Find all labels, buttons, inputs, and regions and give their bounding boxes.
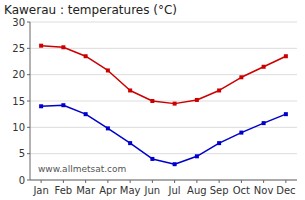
series-marker — [217, 88, 221, 92]
y-tick-label: 25 — [12, 43, 25, 54]
series-marker — [106, 68, 110, 72]
grid-line — [30, 48, 297, 49]
series-marker — [84, 54, 88, 58]
series-marker — [84, 112, 88, 116]
x-tick-label: Jun — [144, 185, 161, 196]
x-tick — [174, 180, 175, 183]
x-tick-label: Aug — [187, 185, 207, 196]
series-marker — [284, 112, 288, 116]
series-marker — [150, 157, 154, 161]
y-tick-label: 20 — [12, 69, 25, 80]
series-marker — [217, 141, 221, 145]
x-tick — [241, 180, 242, 183]
series-marker — [239, 131, 243, 135]
grid-line — [30, 180, 297, 181]
series-marker — [195, 98, 199, 102]
series-marker — [150, 99, 154, 103]
grid-line — [30, 74, 297, 75]
series-marker — [61, 45, 65, 49]
x-tick-label: Nov — [254, 185, 274, 196]
x-tick — [152, 180, 153, 183]
x-tick-label: May — [120, 185, 141, 196]
series-marker — [61, 103, 65, 107]
y-tick-label: 0 — [19, 175, 25, 186]
grid-line — [30, 101, 297, 102]
series-marker — [106, 126, 110, 130]
series-marker — [173, 102, 177, 106]
series-line — [41, 46, 286, 104]
chart-container: Kawerau : temperatures (°C) 0 5 10 15 20 25 30 J… — [0, 0, 305, 200]
series-marker — [173, 162, 177, 166]
x-tick — [41, 180, 42, 183]
x-tick — [63, 180, 64, 183]
series-marker — [284, 54, 288, 58]
x-axis-line — [30, 180, 297, 181]
x-tick — [263, 180, 264, 183]
x-tick-label: Mar — [76, 185, 96, 196]
x-tick-label: Apr — [99, 185, 117, 196]
series-marker — [128, 141, 132, 145]
axes: 0 5 10 15 20 25 30 Jan FebMarAprMayJun Jul AugSep O… — [12, 17, 297, 197]
x-tick — [130, 180, 131, 183]
grid-line — [30, 153, 297, 154]
y-tick-label: 5 — [19, 148, 25, 159]
chart-svg: Kawerau : temperatures (°C) 0 5 10 15 20 25 30 J… — [0, 0, 305, 200]
x-tick-label: Jan — [32, 185, 48, 196]
series-marker — [195, 154, 199, 158]
x-tick-label: Dec — [276, 185, 295, 196]
series-marker — [262, 65, 266, 69]
grid-line — [30, 127, 297, 128]
grid — [30, 22, 297, 180]
series-line — [41, 105, 286, 164]
series-marker — [128, 88, 132, 92]
plot-area — [39, 44, 288, 167]
title: Kawerau : temperatures (°C) — [4, 3, 177, 17]
x-tick — [107, 180, 108, 183]
y-tick-label: 10 — [12, 122, 25, 133]
y-tick-label: 15 — [12, 96, 25, 107]
x-tick-label: Jul — [168, 185, 181, 196]
x-tick — [219, 180, 220, 183]
watermark: www.allmetsat.com — [38, 164, 126, 174]
x-tick — [285, 180, 286, 183]
grid-line — [30, 22, 297, 23]
x-tick — [196, 180, 197, 183]
x-tick-label: Sep — [210, 185, 229, 196]
y-tick-label: 30 — [12, 17, 25, 28]
series-marker — [239, 75, 243, 79]
series-marker — [262, 121, 266, 125]
x-tick — [85, 180, 86, 183]
background — [0, 0, 305, 200]
series-marker — [39, 104, 43, 108]
series-marker — [39, 44, 43, 48]
x-tick-label: Feb — [55, 185, 73, 196]
y-axis-line — [30, 22, 31, 180]
x-tick-label: Oct — [233, 185, 250, 196]
